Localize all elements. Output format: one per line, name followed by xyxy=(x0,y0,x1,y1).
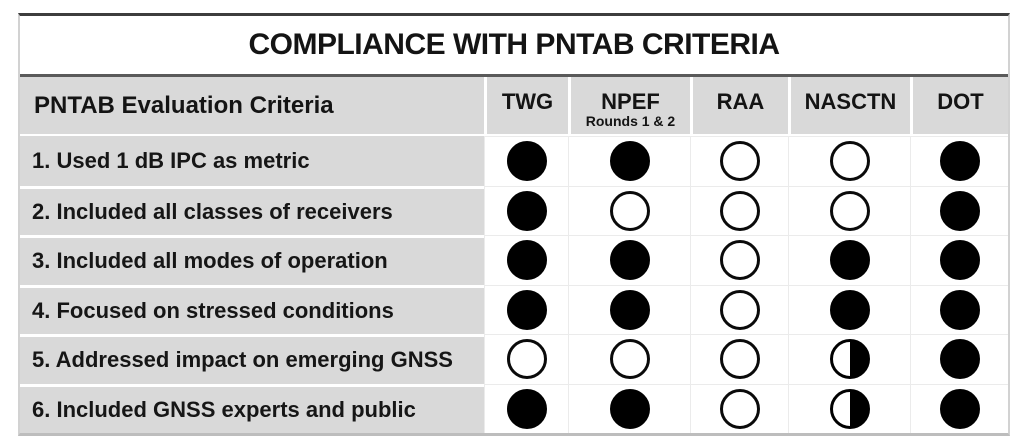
compliance-cell xyxy=(788,185,910,235)
compliance-cell xyxy=(690,334,788,384)
column-header-label: NASCTN xyxy=(804,89,897,114)
harvey-ball-filled-icon xyxy=(609,388,650,429)
criteria-row-label: 1. Used 1 dB IPC as metric xyxy=(20,136,484,186)
compliance-cell xyxy=(484,136,568,186)
harvey-ball-filled-icon xyxy=(939,240,980,281)
compliance-cell xyxy=(568,383,690,433)
harvey-ball-empty-icon xyxy=(719,141,760,182)
compliance-cell xyxy=(690,383,788,433)
column-header-dot: DOT xyxy=(910,77,1008,136)
compliance-cell xyxy=(568,235,690,285)
harvey-ball-empty-icon xyxy=(719,240,760,281)
compliance-cell xyxy=(568,284,690,334)
column-header-label: RAA xyxy=(716,89,765,114)
harvey-ball-filled-icon xyxy=(829,240,870,281)
compliance-cell xyxy=(788,136,910,186)
compliance-cell xyxy=(568,136,690,186)
compliance-cell xyxy=(788,334,910,384)
table-title-row: COMPLIANCE WITH PNTAB CRITERIA xyxy=(20,16,1008,77)
harvey-ball-filled-icon xyxy=(939,141,980,182)
compliance-cell xyxy=(484,334,568,384)
column-header-label: NPEF xyxy=(601,89,660,114)
harvey-ball-empty-icon xyxy=(609,339,650,380)
criteria-column-header: PNTAB Evaluation Criteria xyxy=(20,77,484,136)
compliance-cell xyxy=(484,284,568,334)
column-header-sublabel: Rounds 1 & 2 xyxy=(585,113,676,129)
criteria-row-label: 2. Included all classes of receivers xyxy=(20,185,484,235)
criteria-row-label: 3. Included all modes of operation xyxy=(20,235,484,285)
harvey-ball-empty-icon xyxy=(719,289,760,330)
harvey-ball-empty-icon xyxy=(829,141,870,182)
compliance-cell xyxy=(568,334,690,384)
harvey-ball-empty-icon xyxy=(719,388,760,429)
compliance-table: COMPLIANCE WITH PNTAB CRITERIA PNTAB Eva… xyxy=(18,13,1010,436)
criteria-row-label: 6. Included GNSS experts and public xyxy=(20,383,484,433)
harvey-ball-empty-icon xyxy=(719,339,760,380)
harvey-ball-filled-icon xyxy=(609,240,650,281)
compliance-cell xyxy=(484,235,568,285)
compliance-cell xyxy=(568,185,690,235)
compliance-cell xyxy=(690,284,788,334)
compliance-cell xyxy=(690,185,788,235)
harvey-ball-filled-icon xyxy=(506,190,547,231)
harvey-ball-empty-icon xyxy=(719,190,760,231)
harvey-ball-filled-icon xyxy=(939,190,980,231)
criteria-row-label: 5. Addressed impact on emerging GNSS xyxy=(20,334,484,384)
harvey-ball-empty-icon xyxy=(506,339,547,380)
harvey-ball-filled-icon xyxy=(506,141,547,182)
column-header-label: DOT xyxy=(937,89,984,114)
compliance-cell xyxy=(484,383,568,433)
harvey-ball-filled-icon xyxy=(609,289,650,330)
harvey-ball-filled-icon xyxy=(939,388,980,429)
table-title: COMPLIANCE WITH PNTAB CRITERIA xyxy=(248,28,780,61)
harvey-ball-filled-icon xyxy=(939,339,980,380)
compliance-cell xyxy=(788,383,910,433)
column-header-twg: TWG xyxy=(484,77,568,136)
compliance-cell xyxy=(910,334,1008,384)
column-header-nasctn: NASCTN xyxy=(788,77,910,136)
compliance-cell xyxy=(690,136,788,186)
harvey-ball-filled-icon xyxy=(609,141,650,182)
compliance-grid: PNTAB Evaluation Criteria TWG NPEF Rounds … xyxy=(20,77,1008,433)
compliance-cell xyxy=(910,136,1008,186)
compliance-cell xyxy=(910,383,1008,433)
harvey-ball-filled-icon xyxy=(939,289,980,330)
compliance-cell xyxy=(910,185,1008,235)
harvey-ball-empty-icon xyxy=(829,190,870,231)
harvey-ball-filled-icon xyxy=(506,388,547,429)
compliance-cell xyxy=(484,185,568,235)
column-header-npef: NPEF Rounds 1 & 2 xyxy=(568,77,690,136)
criteria-row-label: 4. Focused on stressed conditions xyxy=(20,284,484,334)
column-header-raa: RAA xyxy=(690,77,788,136)
compliance-cell xyxy=(788,284,910,334)
compliance-cell xyxy=(690,235,788,285)
column-header-label: TWG xyxy=(501,89,554,114)
compliance-cell xyxy=(910,235,1008,285)
harvey-ball-filled-icon xyxy=(829,289,870,330)
harvey-ball-filled-icon xyxy=(506,240,547,281)
harvey-ball-half-icon xyxy=(829,339,870,380)
harvey-ball-empty-icon xyxy=(609,190,650,231)
harvey-ball-half-icon xyxy=(829,388,870,429)
compliance-cell xyxy=(788,235,910,285)
compliance-cell xyxy=(910,284,1008,334)
harvey-ball-filled-icon xyxy=(506,289,547,330)
